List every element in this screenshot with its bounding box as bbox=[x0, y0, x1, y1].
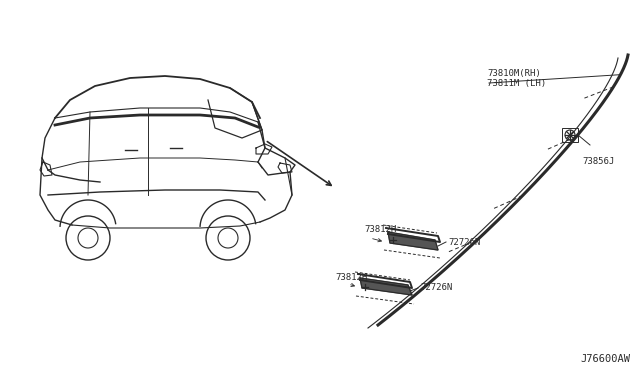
Text: J76600AW: J76600AW bbox=[580, 354, 630, 364]
Text: 73812H: 73812H bbox=[364, 225, 396, 234]
Text: 73812H: 73812H bbox=[335, 273, 367, 282]
Text: 72726N: 72726N bbox=[420, 283, 452, 292]
Text: 73856J: 73856J bbox=[582, 157, 614, 166]
Text: 73811M (LH): 73811M (LH) bbox=[487, 79, 546, 88]
Text: 72726N: 72726N bbox=[448, 237, 480, 247]
Text: 73810M(RH): 73810M(RH) bbox=[487, 69, 541, 78]
Polygon shape bbox=[360, 278, 412, 295]
Polygon shape bbox=[388, 232, 438, 250]
